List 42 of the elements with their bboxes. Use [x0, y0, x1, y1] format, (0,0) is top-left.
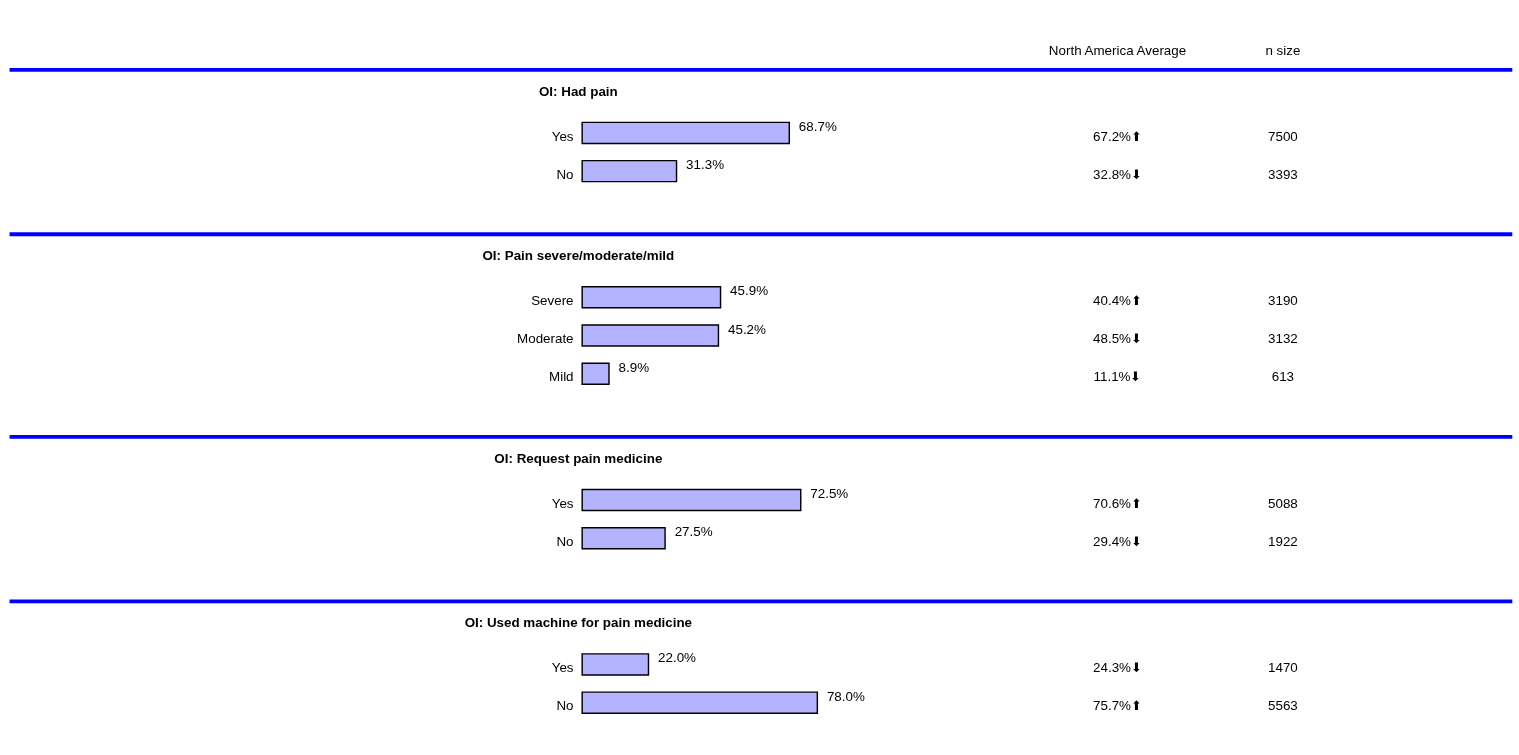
category-label: Yes	[551, 660, 574, 676]
data-label: 72.5%	[810, 486, 849, 502]
text: 40.4%⬆	[1093, 292, 1142, 308]
category-label: Moderate	[517, 331, 574, 347]
text: 613	[1271, 369, 1295, 385]
text: 3190	[1268, 292, 1298, 308]
chart-title: OI: Request pain medicine	[494, 450, 663, 466]
text: 7500	[1268, 128, 1298, 144]
data-label: 27.5%	[674, 524, 713, 540]
text: 5563	[1268, 698, 1298, 714]
text: 1922	[1268, 533, 1298, 549]
category-label: No	[556, 533, 574, 549]
category-label: Yes	[551, 495, 574, 511]
text: 3132	[1268, 331, 1298, 347]
text: 75.7%⬆	[1093, 698, 1142, 714]
text: n size	[1265, 42, 1301, 58]
text: 1470	[1268, 660, 1298, 676]
data-label: 68.7%	[798, 118, 837, 134]
category-label: Severe	[531, 292, 574, 308]
data-label: 8.9%	[618, 359, 650, 375]
category-label: Yes	[551, 128, 574, 144]
category-label: Mild	[549, 369, 574, 385]
chart-title: OI: Used machine for pain medicine	[464, 615, 693, 631]
data-label: 31.3%	[686, 157, 725, 173]
category-label: No	[556, 166, 574, 182]
chart-title: OI: Pain severe/moderate/mild	[482, 248, 675, 264]
data-label: 45.2%	[728, 321, 767, 337]
text: 70.6%⬆	[1093, 495, 1142, 511]
category-label: No	[556, 698, 574, 714]
data-label: 78.0%	[826, 688, 865, 704]
data-label: 45.9%	[730, 283, 769, 299]
text: 67.2%⬆	[1093, 128, 1142, 144]
chart-title: OI: Had pain	[538, 83, 618, 99]
text: North America Average	[1048, 42, 1187, 58]
data-label: 22.0%	[658, 650, 697, 666]
text: 3393	[1268, 166, 1298, 182]
text: 5088	[1268, 495, 1298, 511]
text: 32.8%⬇	[1093, 166, 1142, 182]
text: 48.5%⬇	[1093, 331, 1142, 347]
text: 24.3%⬇	[1093, 660, 1142, 676]
text: 29.4%⬇	[1093, 533, 1142, 549]
text: 11.1%⬇	[1093, 369, 1142, 385]
